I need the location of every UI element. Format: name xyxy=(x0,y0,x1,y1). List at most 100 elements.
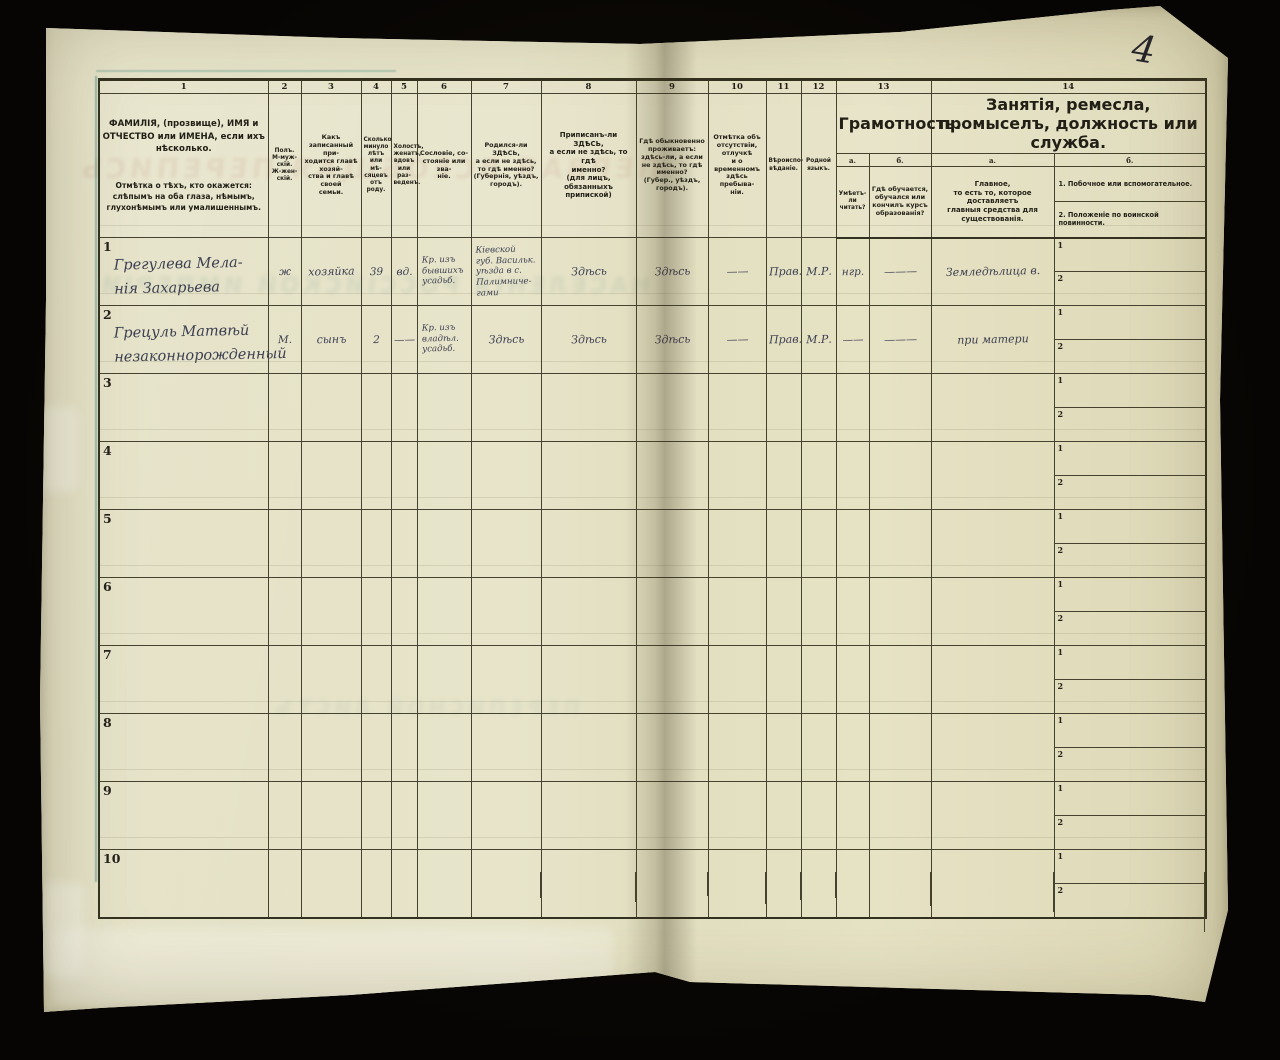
cell-occupation-side-1: 1 xyxy=(1053,305,1207,340)
sub-row-number: 2 xyxy=(1057,273,1064,283)
handwritten-entry xyxy=(420,679,469,680)
cell-residence xyxy=(635,849,709,918)
handwritten-entry xyxy=(420,883,469,884)
cell-language xyxy=(800,441,837,510)
handwritten-entry xyxy=(769,475,799,476)
handwritten-entry xyxy=(420,611,469,612)
cell-age xyxy=(360,781,392,850)
cell-birthplace xyxy=(470,713,542,782)
handwritten-entry: ж xyxy=(278,265,291,278)
sub-row-number: 2 xyxy=(1057,749,1064,759)
column-number: 5 xyxy=(390,79,418,94)
handwritten-entry: ——— xyxy=(883,264,917,279)
cell-religion xyxy=(765,509,802,578)
cell-registered xyxy=(540,781,637,850)
cell-sex xyxy=(267,441,302,510)
handwritten-entry: хозяйка xyxy=(307,264,355,279)
handwritten-entry xyxy=(271,611,299,612)
cell-estate xyxy=(416,645,472,714)
cell-sex xyxy=(267,577,302,646)
handwritten-entry xyxy=(639,883,706,884)
col-header-marital: Холостъ, женатъ, вдовъ или раз- веденъ. xyxy=(390,93,424,238)
sub-label-a: а. xyxy=(930,153,1055,167)
handwritten-entry xyxy=(839,475,867,476)
col-header-language: Родной языкъ. xyxy=(800,93,837,238)
handwritten-entry xyxy=(271,543,299,544)
cell-relation xyxy=(300,577,362,646)
cell-sex xyxy=(267,509,302,578)
handwritten-entry: —— xyxy=(841,333,864,346)
cell-registered xyxy=(540,713,637,782)
cell-age: 39 xyxy=(360,237,392,306)
column-number: 6 xyxy=(416,79,472,94)
handwritten-name xyxy=(114,455,265,458)
handwritten-entry xyxy=(474,407,539,408)
cell-occupation-side-2: 2 xyxy=(1053,543,1207,578)
cell-occupation-side-2: 2 xyxy=(1053,339,1207,374)
cell-marital xyxy=(390,441,418,510)
handwritten-entry xyxy=(364,543,389,544)
cell-estate xyxy=(416,713,472,782)
cell-language xyxy=(800,713,837,782)
cell-absence xyxy=(707,373,767,442)
handwritten-entry xyxy=(304,543,359,544)
cell-occupation-side-2: 2 xyxy=(1053,815,1207,850)
handwritten-entry xyxy=(934,746,1052,748)
col-header-residence: Гдѣ обыкновенно проживаетъ: здѣсь-ли, а … xyxy=(635,93,709,238)
cell-birthplace xyxy=(470,509,542,578)
cell-marital xyxy=(390,849,418,918)
handwritten-entry xyxy=(804,747,834,748)
row-number: 10 xyxy=(103,851,121,866)
cell-registered: Здѣсь xyxy=(540,305,637,374)
cell-absence xyxy=(707,849,767,918)
handwritten-entry xyxy=(934,542,1052,544)
cell-occupation-main: Земледѣлица в. xyxy=(930,237,1055,306)
cell-occupation-main xyxy=(930,713,1055,782)
cell-religion xyxy=(765,577,802,646)
rule-stub xyxy=(635,872,636,902)
handwritten-entry xyxy=(544,543,634,545)
col-header-sex: Полъ. М-муж- скій. Ж-жен- скій. xyxy=(267,93,302,238)
col-header-education: Гдѣ обучается, обучался или кончилъ курс… xyxy=(868,166,932,239)
handwritten-entry xyxy=(934,678,1052,680)
handwritten-entry xyxy=(839,883,867,884)
row-number: 7 xyxy=(103,647,112,662)
cell-education xyxy=(868,713,932,782)
cell-language: М.Р. xyxy=(800,305,837,374)
handwritten-entry xyxy=(639,747,706,748)
cell-absence xyxy=(707,781,767,850)
cell-religion: Прав. xyxy=(765,237,802,306)
handwritten-entry xyxy=(474,815,539,816)
handwritten-entry xyxy=(304,883,359,884)
cell-education xyxy=(868,849,932,918)
handwritten-entry xyxy=(364,815,389,816)
handwritten-entry xyxy=(544,475,634,477)
handwritten-entry: Здѣсь xyxy=(570,264,607,279)
cell-education xyxy=(868,373,932,442)
cell-absence: —— xyxy=(707,305,767,374)
cell-occupation-side-1: 1 xyxy=(1053,509,1207,544)
cell-occupation-main: при матери xyxy=(930,305,1055,374)
cell-language xyxy=(800,373,837,442)
handwritten-entry: 39 xyxy=(369,265,383,278)
cell-language xyxy=(800,781,837,850)
paper-light-patch xyxy=(54,928,614,1006)
handwritten-name xyxy=(114,795,265,798)
cell-education xyxy=(868,441,932,510)
handwritten-entry: М.Р. xyxy=(805,332,832,347)
handwritten-entry xyxy=(839,543,867,544)
cell-literacy xyxy=(835,781,870,850)
cell-occupation-side-2: 2 xyxy=(1053,679,1207,714)
cell-language: М.Р. xyxy=(800,237,837,306)
cell-occupation-side-1: 1 xyxy=(1053,849,1207,884)
rule-stub xyxy=(707,872,708,896)
handwritten-entry xyxy=(364,611,389,612)
cell-literacy xyxy=(835,577,870,646)
cell-estate: Кр. изъ владѣл. усадьб. xyxy=(416,305,472,374)
cell-registered xyxy=(540,849,637,918)
cell-literacy xyxy=(835,509,870,578)
col-header-birthplace: Родился-ли ЗДѢСЬ, а если не здѣсь, то гд… xyxy=(470,93,542,238)
cell-relation: сынъ xyxy=(300,305,362,374)
handwritten-entry xyxy=(804,475,834,476)
